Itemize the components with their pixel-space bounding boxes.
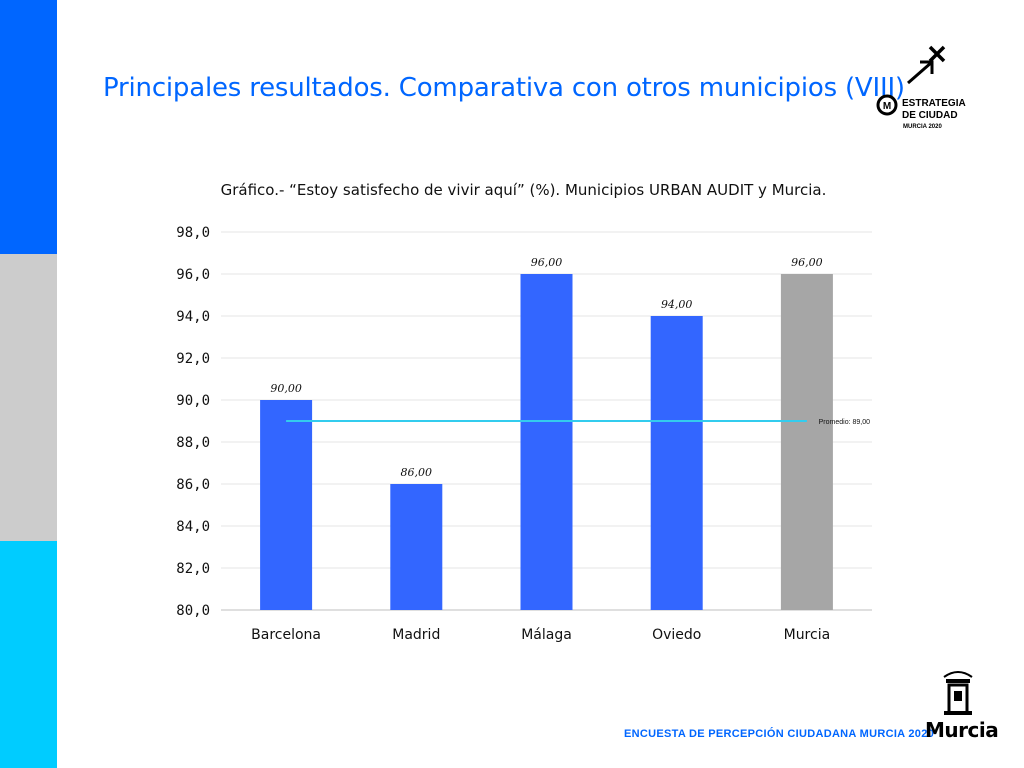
bar	[780, 274, 833, 610]
bar	[650, 316, 703, 610]
x-tick-label: Murcia	[784, 627, 831, 643]
x-tick-label: Madrid	[392, 627, 440, 643]
y-tick-label: 96,0	[176, 267, 210, 283]
data-label: 86,00	[401, 466, 433, 479]
y-tick-label: 86,0	[176, 477, 210, 493]
arrow-icon	[907, 60, 933, 85]
data-label: 94,00	[661, 298, 693, 311]
sidebar-cyan-block	[0, 541, 57, 768]
m-badge-icon	[876, 94, 898, 116]
sidebar-gray-block	[0, 254, 57, 541]
x-tick-label: Oviedo	[652, 627, 701, 643]
y-tick-label: 80,0	[176, 603, 210, 619]
chart-title: Gráfico.- “Estoy satisfecho de vivir aqu…	[220, 181, 827, 199]
y-tick-label: 88,0	[176, 435, 210, 451]
estrategia-logo: M	[876, 45, 946, 116]
svg-text:M: M	[883, 101, 891, 112]
x-tick-label: Málaga	[521, 627, 572, 643]
logo-line-1: ESTRATEGIA	[902, 98, 966, 109]
data-label: 96,00	[531, 256, 563, 269]
y-tick-label: 90,0	[176, 393, 210, 409]
bar	[520, 274, 573, 610]
logo-line-2: DE CIUDAD	[902, 110, 958, 121]
data-label: 96,00	[791, 256, 823, 269]
y-tick-label: 84,0	[176, 519, 210, 535]
y-tick-label: 82,0	[176, 561, 210, 577]
footer-text: ENCUESTA DE PERCEPCIÓN CIUDADANA MURCIA …	[624, 728, 935, 740]
page-title: Principales resultados. Comparativa con …	[103, 73, 905, 103]
sidebar-blue-block	[0, 0, 57, 254]
x-tick-label: Barcelona	[251, 627, 321, 643]
bar	[390, 484, 443, 610]
bar	[260, 400, 313, 610]
y-tick-label: 98,0	[176, 225, 210, 241]
murcia-wordmark: Murcia	[925, 718, 999, 742]
y-tick-label: 94,0	[176, 309, 210, 325]
y-tick-label: 92,0	[176, 351, 210, 367]
murcia-crest-icon	[943, 671, 973, 715]
data-label: 90,00	[270, 382, 302, 395]
average-label: Promedio: 89,00	[819, 419, 870, 426]
logo-line-3: MURCIA 2020	[903, 124, 942, 130]
